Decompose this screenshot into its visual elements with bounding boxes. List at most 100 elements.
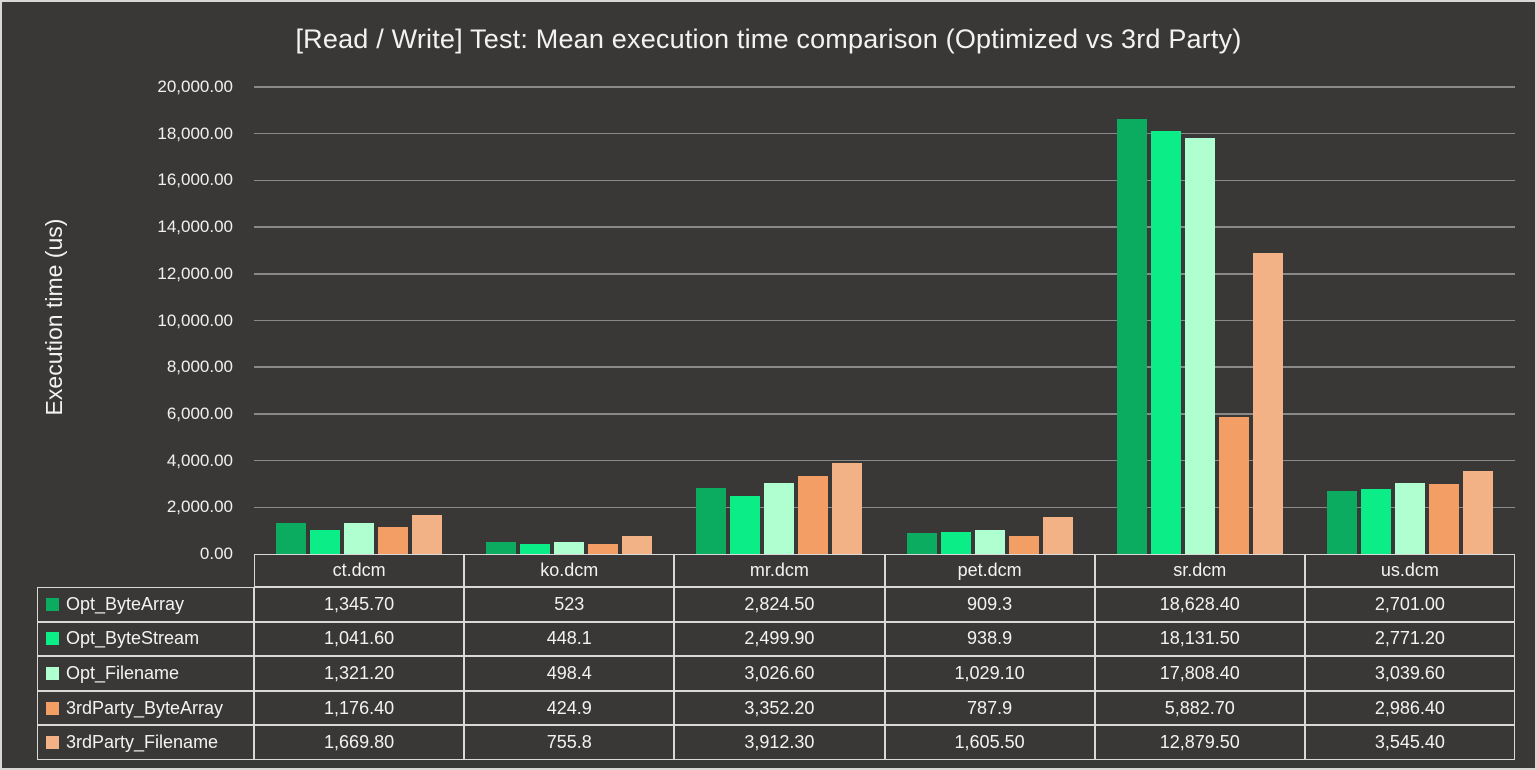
table-header-sr.dcm: sr.dcm — [1094, 554, 1305, 587]
table-header-mr.dcm: mr.dcm — [674, 554, 885, 587]
legend-cell-3rdParty_ByteArray: 3rdParty_ByteArray — [37, 690, 254, 726]
y-tick-label: 0.00 — [199, 544, 233, 563]
value-cell-Opt_ByteStream-pet.dcm: 938.9 — [884, 621, 1095, 657]
value-cell-Opt_ByteArray-pet.dcm: 909.3 — [884, 587, 1095, 622]
bar-3rdParty_ByteArray-mr.dcm — [798, 475, 829, 554]
bar-3rdParty_ByteArray-sr.dcm — [1218, 416, 1249, 554]
bar-group-us.dcm — [1305, 87, 1515, 554]
legend-cell-3rdParty_Filename: 3rdParty_Filename — [37, 725, 254, 760]
legend-swatch-3rdParty_ByteArray — [46, 701, 59, 715]
bar-Opt_ByteArray-us.dcm — [1326, 490, 1357, 554]
bar-group-ko.dcm — [464, 87, 674, 554]
bar-Opt_Filename-ko.dcm — [554, 542, 585, 554]
bar-Opt_ByteStream-ct.dcm — [310, 529, 341, 554]
value-cell-Opt_Filename-ko.dcm: 498.4 — [464, 656, 675, 691]
bar-Opt_Filename-pet.dcm — [974, 529, 1005, 554]
value-cell-3rdParty_ByteArray-ct.dcm: 1,176.40 — [254, 690, 465, 726]
value-cell-Opt_ByteArray-ko.dcm: 523 — [464, 587, 675, 622]
value-cell-Opt_ByteArray-us.dcm: 2,701.00 — [1304, 587, 1515, 622]
legend-label: Opt_ByteArray — [66, 593, 185, 614]
value-cell-3rdParty_Filename-ko.dcm: 755.8 — [464, 725, 675, 760]
gridline — [254, 132, 1515, 135]
y-tick-label: 10,000.00 — [157, 310, 233, 330]
bar-Opt_ByteStream-sr.dcm — [1150, 130, 1181, 554]
bar-Opt_Filename-mr.dcm — [764, 483, 795, 554]
bar-3rdParty_Filename-ko.dcm — [622, 536, 653, 554]
table-corner-cell — [37, 554, 254, 587]
bar-Opt_Filename-us.dcm — [1394, 483, 1425, 554]
value-cell-Opt_ByteArray-sr.dcm: 18,628.40 — [1094, 587, 1305, 622]
value-cell-Opt_ByteArray-mr.dcm: 2,824.50 — [674, 587, 885, 622]
gridline — [254, 413, 1515, 415]
value-cell-3rdParty_Filename-pet.dcm: 1,605.50 — [884, 725, 1095, 760]
y-tick-label: 6,000.00 — [166, 403, 233, 423]
bar-3rdParty_Filename-ct.dcm — [412, 515, 443, 554]
bar-groups — [254, 87, 1515, 554]
value-cell-Opt_Filename-mr.dcm: 3,026.60 — [674, 656, 885, 691]
value-cell-3rdParty_ByteArray-ko.dcm: 424.9 — [464, 690, 675, 726]
gridline — [254, 459, 1515, 462]
value-cell-Opt_ByteStream-us.dcm: 2,771.20 — [1304, 621, 1515, 657]
legend-label: 3rdParty_Filename — [66, 732, 219, 753]
value-cell-3rdParty_Filename-sr.dcm: 12,879.50 — [1094, 725, 1305, 760]
gridline — [254, 366, 1515, 368]
table-header-pet.dcm: pet.dcm — [884, 554, 1095, 587]
value-cell-Opt_ByteStream-mr.dcm: 2,499.90 — [674, 621, 885, 657]
bar-group-sr.dcm — [1095, 87, 1305, 554]
bar-Opt_ByteArray-mr.dcm — [696, 488, 727, 554]
data-table: ct.dcm ko.dcm mr.dcm pet.dcm sr.dcm us.dcm Opt… — [37, 554, 1515, 760]
y-tick-label: 12,000.00 — [157, 263, 233, 283]
chart-title: [Read / Write] Test: Mean execution time… — [295, 24, 1242, 54]
bar-Opt_Filename-ct.dcm — [344, 523, 375, 554]
bar-Opt_ByteStream-mr.dcm — [730, 495, 761, 554]
gridline — [254, 226, 1515, 228]
y-axis-tick-labels: 20,000.00 18,000.00 16,000.00 14,000.00 12,0… — [2, 2, 233, 768]
table-header-us.dcm: us.dcm — [1304, 554, 1515, 587]
legend-cell-Opt_Filename: Opt_Filename — [37, 656, 254, 691]
value-cell-3rdParty_Filename-us.dcm: 3,545.40 — [1304, 725, 1515, 760]
bar-Opt_ByteArray-ct.dcm — [276, 522, 307, 554]
plot-area — [254, 86, 1515, 554]
legend-label: 3rdParty_ByteArray — [66, 697, 224, 718]
legend-cell-Opt_ByteArray: Opt_ByteArray — [37, 587, 254, 622]
table-header-ko.dcm: ko.dcm — [464, 554, 675, 587]
value-cell-Opt_Filename-ct.dcm: 1,321.20 — [254, 656, 465, 691]
bar-Opt_ByteArray-pet.dcm — [906, 532, 937, 554]
value-cell-Opt_Filename-us.dcm: 3,039.60 — [1304, 656, 1515, 691]
bar-group-ct.dcm — [254, 87, 464, 554]
value-cell-3rdParty_ByteArray-us.dcm: 2,986.40 — [1304, 690, 1515, 726]
value-cell-Opt_ByteArray-ct.dcm: 1,345.70 — [254, 587, 465, 622]
legend-label: Opt_Filename — [66, 662, 180, 683]
legend-swatch-Opt_ByteArray — [46, 597, 59, 611]
gridline — [254, 86, 1515, 88]
bar-3rdParty_ByteArray-pet.dcm — [1008, 535, 1039, 554]
y-tick-label: 18,000.00 — [157, 123, 233, 143]
bar-Opt_ByteStream-pet.dcm — [940, 532, 971, 554]
gridline — [254, 179, 1515, 182]
legend-swatch-3rdParty_Filename — [46, 736, 59, 750]
legend-cell-Opt_ByteStream: Opt_ByteStream — [37, 621, 254, 657]
value-cell-3rdParty_ByteArray-pet.dcm: 787.9 — [884, 690, 1095, 726]
value-cell-3rdParty_ByteArray-mr.dcm: 3,352.20 — [674, 690, 885, 726]
bar-group-mr.dcm — [674, 87, 884, 554]
gridline — [254, 273, 1515, 275]
bar-3rdParty_ByteArray-ko.dcm — [588, 544, 619, 554]
value-cell-Opt_Filename-sr.dcm: 17,808.40 — [1094, 656, 1305, 691]
gridline — [254, 319, 1515, 322]
value-cell-Opt_ByteStream-ct.dcm: 1,041.60 — [254, 621, 465, 657]
bar-3rdParty_Filename-pet.dcm — [1042, 516, 1073, 554]
bar-3rdParty_Filename-sr.dcm — [1252, 253, 1283, 554]
value-cell-Opt_Filename-pet.dcm: 1,029.10 — [884, 656, 1095, 691]
table-header-ct.dcm: ct.dcm — [254, 554, 465, 587]
legend-swatch-Opt_ByteStream — [46, 632, 59, 646]
legend-label: Opt_ByteStream — [66, 628, 200, 649]
bar-Opt_ByteStream-us.dcm — [1360, 489, 1391, 554]
bar-3rdParty_Filename-mr.dcm — [832, 462, 863, 554]
value-cell-3rdParty_ByteArray-sr.dcm: 5,882.70 — [1094, 690, 1305, 726]
gridline — [254, 506, 1515, 509]
bar-3rdParty_ByteArray-us.dcm — [1428, 484, 1459, 554]
bar-3rdParty_ByteArray-ct.dcm — [378, 526, 409, 554]
y-tick-label: 14,000.00 — [157, 217, 233, 237]
bar-Opt_ByteArray-sr.dcm — [1116, 119, 1147, 554]
